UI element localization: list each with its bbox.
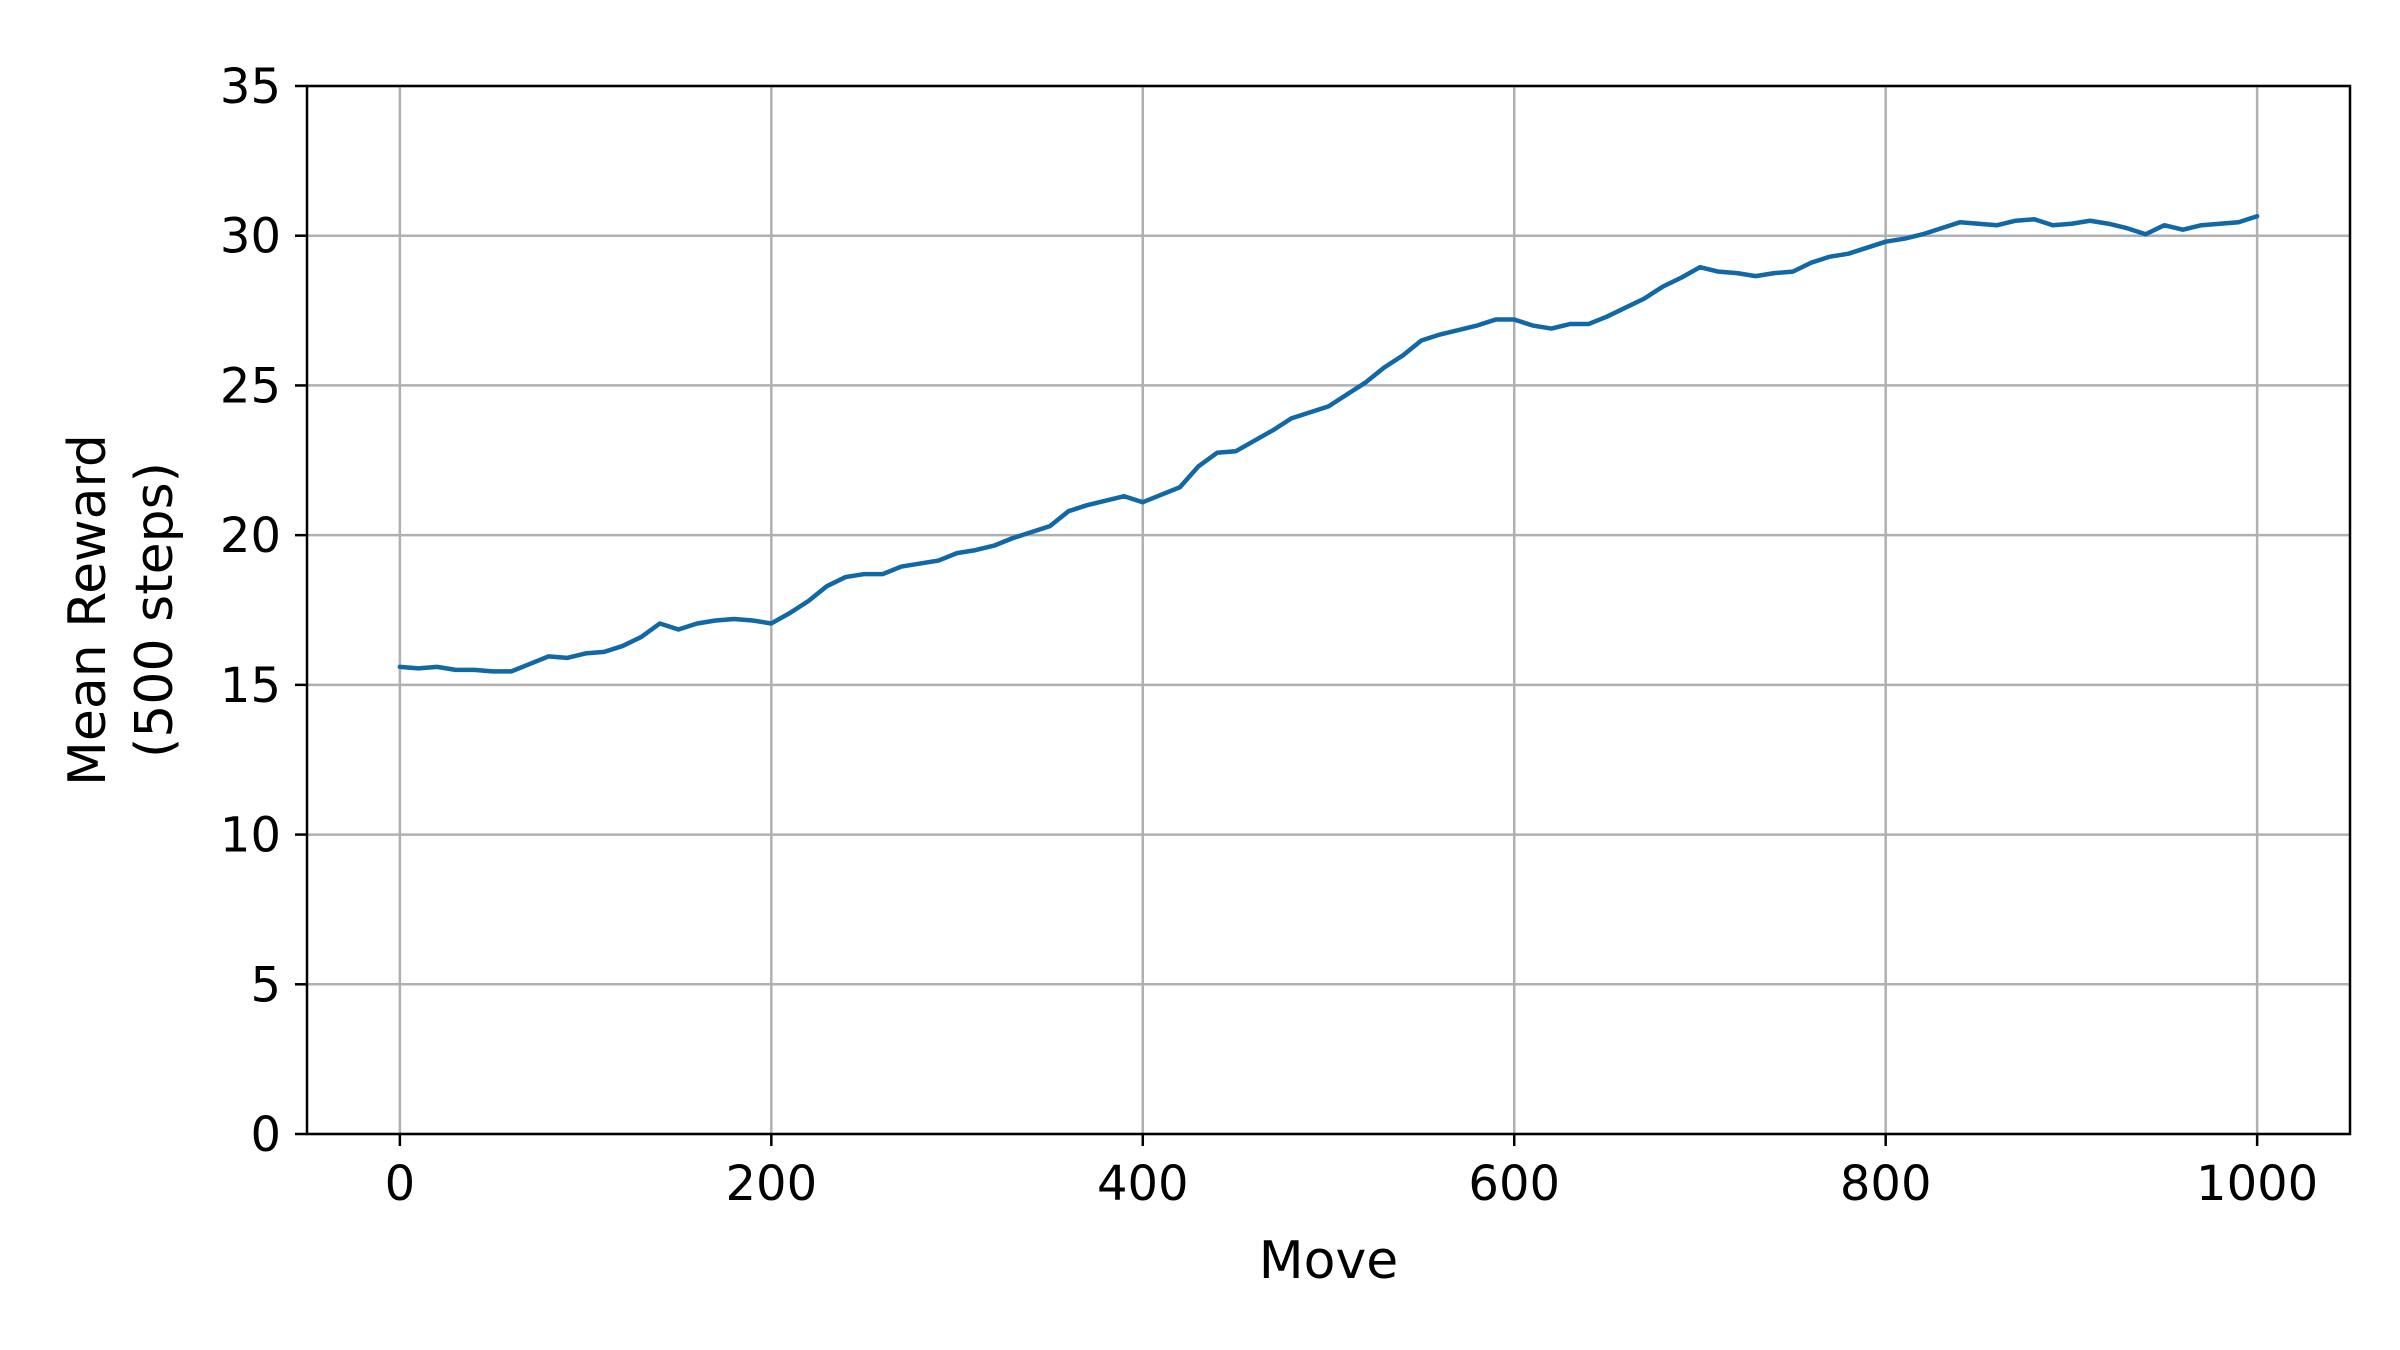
axis-layer: [305, 84, 2352, 1136]
x-tick-label: 800: [1840, 1156, 1932, 1212]
tick-layer: 0 200 400 600 800 1000 0 5 10 15 20 25 30 35: [220, 59, 2318, 1212]
x-tick-label: 600: [1468, 1156, 1560, 1212]
series-layer: [397, 214, 2260, 674]
y-tick-label: 25: [220, 358, 281, 414]
y-tick-label: 30: [220, 209, 281, 265]
x-tick-label: 1000: [2196, 1156, 2318, 1212]
y-tick-label: 20: [220, 508, 281, 564]
label-layer: Move Mean Reward (500 steps): [58, 434, 1398, 1291]
y-axis-label-line: (500 steps): [125, 462, 185, 758]
y-tick-label: 5: [250, 957, 281, 1013]
x-tick-label: 400: [1097, 1156, 1189, 1212]
y-axis-label-line: Mean Reward: [58, 434, 118, 786]
x-tick-label: 0: [385, 1156, 416, 1212]
y-tick-label: 0: [250, 1107, 281, 1163]
grid-layer: [307, 84, 2350, 1136]
y-axis-label: Mean Reward (500 steps): [58, 434, 185, 786]
series-line-0: [397, 214, 2260, 674]
plot-frame: [305, 84, 2352, 1136]
x-axis-label: Move: [1259, 1231, 1398, 1291]
y-tick-label: 35: [220, 59, 281, 115]
x-tick-label: 200: [726, 1156, 818, 1212]
y-tick-label: 10: [220, 808, 281, 864]
y-tick-label: 15: [220, 658, 281, 714]
